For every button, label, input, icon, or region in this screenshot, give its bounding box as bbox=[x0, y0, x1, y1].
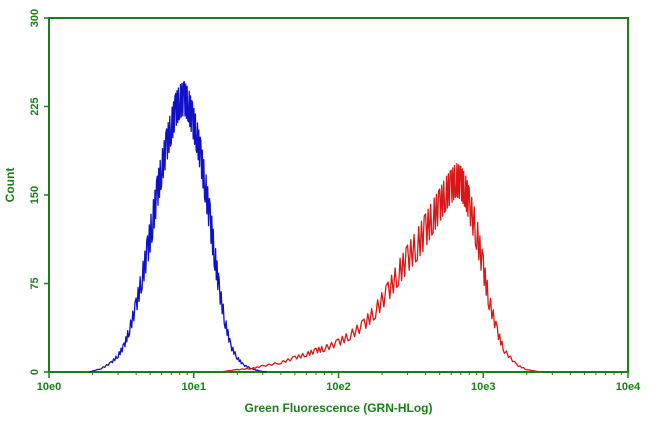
series-lines bbox=[89, 81, 542, 373]
y-axis-label: Count bbox=[3, 168, 17, 203]
y-tick-label: 225 bbox=[29, 97, 41, 115]
x-tick-label: 10e3 bbox=[471, 381, 495, 393]
y-tick-label: 150 bbox=[29, 186, 41, 204]
x-tick-label: 10e4 bbox=[616, 381, 641, 393]
y-tick-label: 0 bbox=[29, 369, 41, 375]
y-tick-label: 75 bbox=[29, 277, 41, 289]
y-axis-ticks: 0 75 150 225 300 bbox=[29, 9, 49, 375]
series-line bbox=[89, 81, 267, 373]
x-tick-label: 10e1 bbox=[182, 381, 206, 393]
plot-frame bbox=[48, 17, 629, 373]
x-axis-label: Green Fluorescence (GRN-HLog) bbox=[244, 401, 432, 415]
x-axis-ticks: 10e0 10e1 10e2 10e3 10e4 bbox=[37, 372, 641, 393]
x-tick-label: 10e0 bbox=[37, 381, 61, 393]
series-line bbox=[219, 163, 542, 373]
y-tick-label: 300 bbox=[29, 9, 41, 27]
x-tick-label: 10e2 bbox=[326, 381, 350, 393]
